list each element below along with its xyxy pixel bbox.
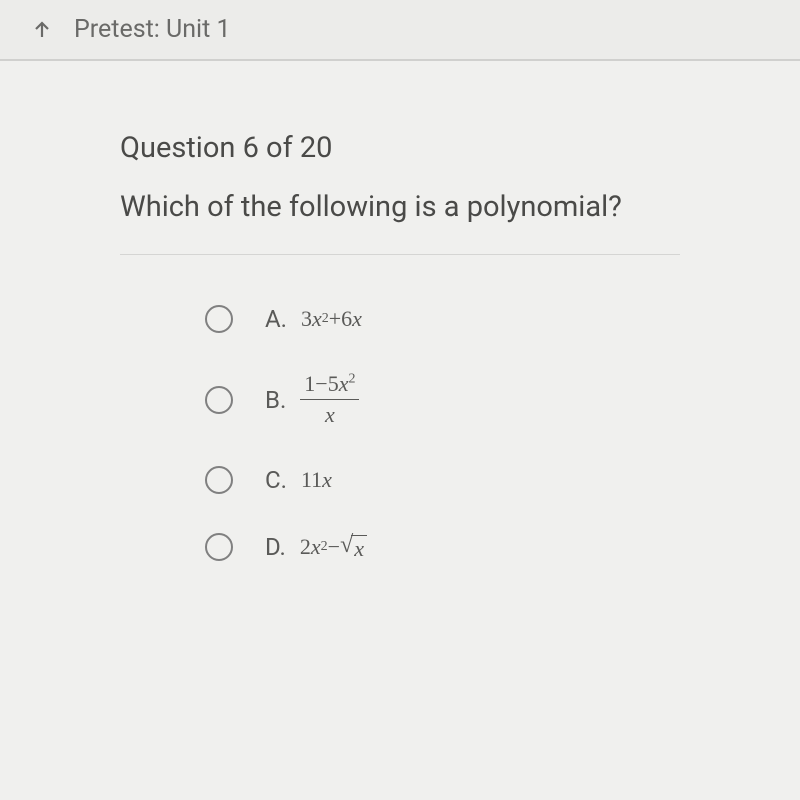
sqrt-icon: √x xyxy=(340,532,367,562)
option-c-math: 11x xyxy=(301,467,332,493)
option-d-label: D. xyxy=(265,533,286,561)
option-a-label: A. xyxy=(265,305,287,333)
option-a-math: 3x2 +6x xyxy=(301,306,362,332)
radio-c[interactable] xyxy=(205,466,233,494)
option-b[interactable]: B. 1−5x2 x xyxy=(205,371,680,428)
option-a[interactable]: A. 3x2 +6x xyxy=(205,305,680,333)
header-bar: Pretest: Unit 1 xyxy=(0,0,800,61)
radio-a[interactable] xyxy=(205,305,233,333)
question-content: Question 6 of 20 Which of the following … xyxy=(0,61,800,640)
radio-b[interactable] xyxy=(205,386,233,414)
option-d-math: 2x2 − √x xyxy=(300,532,367,562)
back-arrow-icon[interactable] xyxy=(30,18,54,42)
divider xyxy=(120,254,680,255)
option-c-label: C. xyxy=(265,466,287,494)
option-b-label: B. xyxy=(265,386,286,414)
fraction: 1−5x2 x xyxy=(300,371,359,428)
radio-d[interactable] xyxy=(205,533,233,561)
option-b-math: 1−5x2 x xyxy=(300,371,359,428)
question-text: Which of the following is a polynomial? xyxy=(120,190,680,224)
question-number: Question 6 of 20 xyxy=(120,131,680,165)
option-d[interactable]: D. 2x2 − √x xyxy=(205,532,680,562)
page-title: Pretest: Unit 1 xyxy=(74,15,231,44)
option-c[interactable]: C. 11x xyxy=(205,466,680,494)
options-list: A. 3x2 +6x B. 1−5x2 x C. 11x D. xyxy=(120,305,680,562)
